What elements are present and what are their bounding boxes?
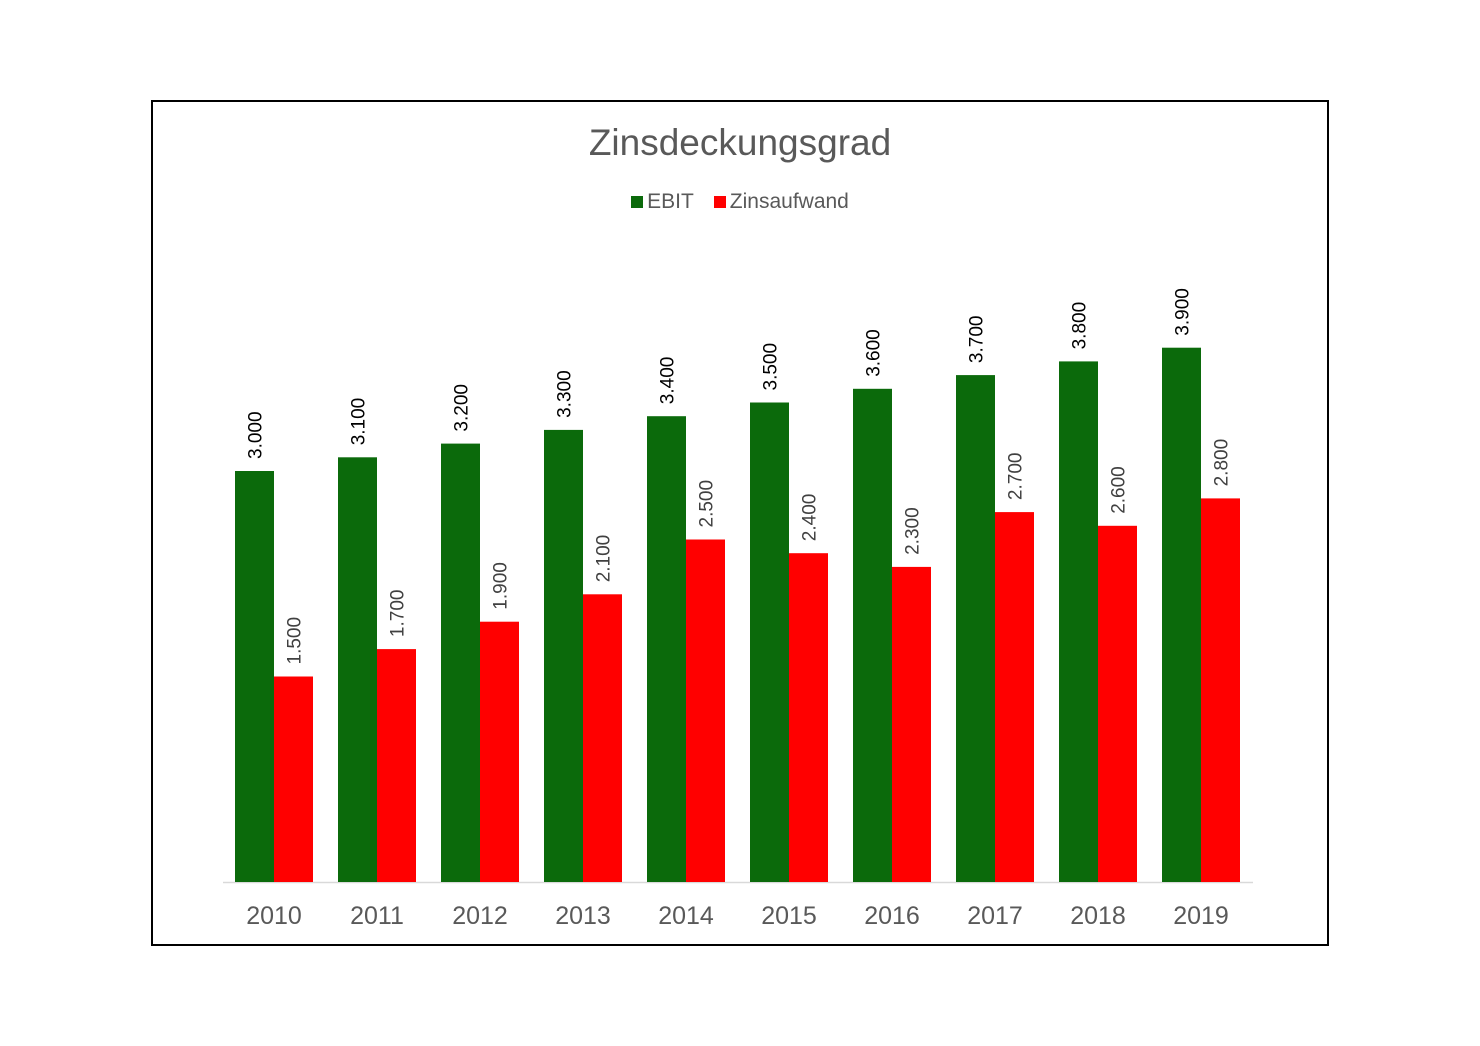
bar-zinsaufwand-2014: [686, 539, 725, 882]
bar-ebit-2016: [853, 388, 892, 882]
x-tick-label-2019: 2019: [1173, 902, 1229, 930]
data-label-ebit-2011: 3.100: [349, 398, 370, 446]
data-label-ebit-2014: 3.400: [658, 357, 679, 405]
plot-area: 3.000 1.500 2010 3.100 1.700 2011 3.200 1.900 20…: [223, 288, 1253, 930]
bar-ebit-2018: [1059, 361, 1098, 882]
data-label-ebit-2013: 3.300: [555, 370, 576, 418]
bar-ebit-2019: [1162, 347, 1201, 882]
legend-swatch-ebit: [631, 196, 644, 208]
data-label-zinsaufwand-2018: 2.600: [1109, 466, 1130, 514]
legend-swatch-zinsaufwand: [713, 196, 726, 208]
x-tick-label-2010: 2010: [246, 902, 302, 930]
bar-zinsaufwand-2018: [1098, 525, 1137, 882]
x-tick-label-2016: 2016: [864, 902, 920, 930]
bar-ebit-2012: [441, 443, 480, 882]
bar-ebit-2017: [956, 375, 995, 882]
x-tick-label-2015: 2015: [761, 902, 817, 930]
legend-label-ebit: EBIT: [647, 190, 694, 213]
bar-ebit-2010: [235, 471, 274, 882]
data-label-ebit-2019: 3.900: [1173, 288, 1194, 336]
data-label-zinsaufwand-2010: 1.500: [285, 617, 306, 665]
bar-zinsaufwand-2011: [377, 649, 416, 882]
legend-label-zinsaufwand: Zinsaufwand: [729, 190, 849, 213]
data-label-zinsaufwand-2012: 1.900: [491, 562, 512, 610]
bar-zinsaufwand-2017: [995, 512, 1034, 882]
data-label-ebit-2017: 3.700: [967, 316, 988, 364]
x-tick-label-2018: 2018: [1070, 902, 1126, 930]
data-label-zinsaufwand-2014: 2.500: [697, 480, 718, 528]
legend-item-zinsaufwand: Zinsaufwand: [713, 190, 849, 214]
bar-zinsaufwand-2015: [789, 553, 828, 882]
bar-ebit-2011: [338, 457, 377, 882]
legend: EBIT Zinsaufwand: [153, 190, 1327, 214]
bar-zinsaufwand-2019: [1201, 498, 1240, 882]
bar-zinsaufwand-2010: [274, 676, 313, 882]
bar-ebit-2014: [647, 416, 686, 882]
data-label-zinsaufwand-2011: 1.700: [388, 590, 409, 638]
x-tick-label-2011: 2011: [350, 902, 404, 930]
x-tick-label-2012: 2012: [452, 902, 508, 930]
data-label-ebit-2016: 3.600: [864, 329, 885, 377]
bar-ebit-2013: [544, 429, 583, 882]
data-label-ebit-2010: 3.000: [246, 411, 267, 459]
chart-title: Zinsdeckungsgrad: [588, 122, 892, 163]
data-label-ebit-2018: 3.800: [1070, 302, 1091, 350]
chart-frame: Zinsdeckungsgrad EBIT Zinsaufwand 3.000 1…: [151, 100, 1329, 946]
bar-zinsaufwand-2016: [892, 566, 931, 882]
data-label-ebit-2015: 3.500: [761, 343, 782, 391]
data-label-ebit-2012: 3.200: [452, 384, 473, 432]
bar-zinsaufwand-2012: [480, 621, 519, 882]
x-tick-label-2017: 2017: [967, 902, 1023, 930]
data-label-zinsaufwand-2016: 2.300: [903, 507, 924, 555]
data-label-zinsaufwand-2013: 2.100: [594, 535, 615, 583]
data-label-zinsaufwand-2015: 2.400: [800, 494, 821, 542]
bar-zinsaufwand-2013: [583, 594, 622, 882]
x-tick-label-2013: 2013: [555, 902, 611, 930]
data-label-zinsaufwand-2019: 2.800: [1212, 439, 1233, 487]
bar-ebit-2015: [750, 402, 789, 882]
data-label-zinsaufwand-2017: 2.700: [1006, 453, 1027, 501]
legend-item-ebit: EBIT: [631, 190, 694, 214]
x-tick-label-2014: 2014: [658, 902, 714, 930]
